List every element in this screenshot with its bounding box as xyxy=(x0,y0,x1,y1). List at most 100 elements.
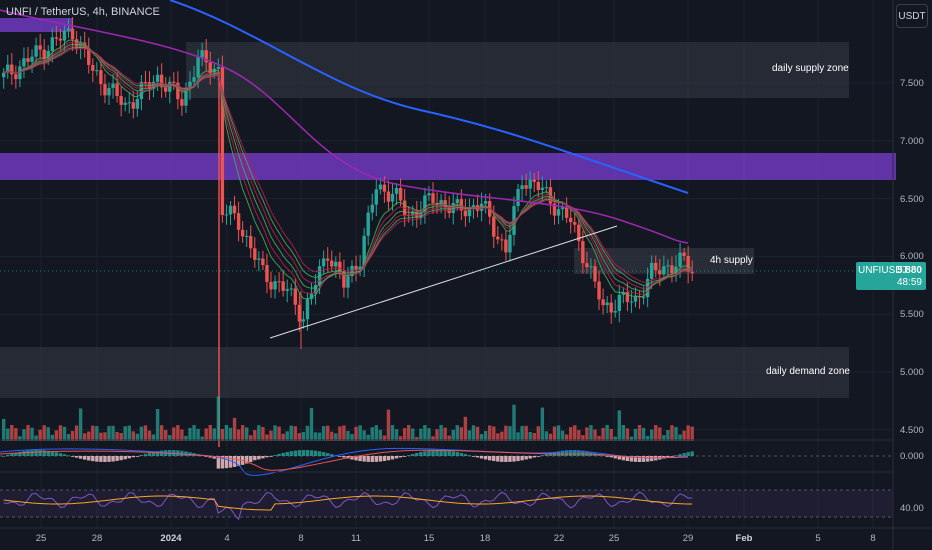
volume-bar xyxy=(204,428,208,441)
volume-bar xyxy=(54,430,59,441)
volume-bar xyxy=(605,425,609,441)
volume-bar xyxy=(447,435,451,441)
macd-histogram-bar xyxy=(407,455,411,456)
macd-histogram-bar xyxy=(394,456,399,459)
candle-body xyxy=(532,179,536,182)
volume-bar xyxy=(176,425,180,441)
macd-histogram-bar xyxy=(253,456,257,461)
volume-bar xyxy=(597,435,601,441)
macd-histogram-bar xyxy=(423,451,427,456)
candle-body xyxy=(330,260,334,267)
candle-body xyxy=(38,45,42,50)
candle-body xyxy=(394,188,399,194)
volume-bar xyxy=(637,425,642,441)
macd-histogram-bar xyxy=(564,450,569,456)
candle-body xyxy=(334,261,338,267)
volume-bar xyxy=(107,425,111,441)
macd-histogram-bar xyxy=(666,456,670,458)
macd-histogram-bar xyxy=(475,456,480,458)
volume-bar xyxy=(212,428,216,441)
volume-bar xyxy=(358,425,362,441)
macd-histogram-bar xyxy=(123,456,127,460)
volume-bar xyxy=(654,425,658,441)
time-axis-label: 15 xyxy=(423,533,435,544)
candle-body xyxy=(686,255,690,272)
macd-histogram-bar xyxy=(382,456,387,462)
candle-body xyxy=(564,206,569,218)
candle-body xyxy=(573,222,577,225)
candle-body xyxy=(585,263,589,268)
price-axis-label: 5.000 xyxy=(900,367,924,378)
macd-histogram-bar xyxy=(135,456,140,457)
candle-body xyxy=(386,191,391,202)
volume-bar xyxy=(253,430,257,441)
candle-body xyxy=(139,81,144,99)
rsi-axis-label: 40.00 xyxy=(900,503,924,514)
volume-bar xyxy=(30,427,34,441)
volume-bar xyxy=(528,431,532,441)
volume-bar xyxy=(50,434,54,441)
volume-bar xyxy=(10,425,14,441)
volume-bar xyxy=(334,433,338,441)
volume-bar xyxy=(593,429,597,441)
macd-histogram-bar xyxy=(463,454,468,456)
currency-button[interactable]: USDT xyxy=(896,4,928,28)
macd-histogram-bar xyxy=(479,456,484,459)
volume-bar xyxy=(682,430,686,441)
macd-histogram-bar xyxy=(374,456,378,462)
volume-bar xyxy=(496,433,500,441)
candle-body xyxy=(625,292,630,303)
candle-body xyxy=(463,210,468,217)
volume-bar xyxy=(273,425,277,441)
macd-histogram-bar xyxy=(605,456,609,457)
macd-histogram-bar xyxy=(548,453,553,456)
macd-histogram-bar xyxy=(289,451,293,456)
candle-body xyxy=(127,102,131,104)
volume-bar xyxy=(370,427,374,441)
macd-histogram-bar xyxy=(127,456,131,459)
macd-histogram-bar xyxy=(435,450,439,456)
volume-bar xyxy=(2,419,6,441)
macd-histogram-bar xyxy=(544,454,549,456)
volume-bar xyxy=(127,425,131,441)
candle-body xyxy=(99,70,103,85)
candle-body xyxy=(577,224,581,242)
candle-body xyxy=(374,189,378,205)
candle-body xyxy=(95,70,99,72)
candle-body xyxy=(366,212,370,236)
purple-supply-band xyxy=(0,153,896,180)
candle-body xyxy=(188,81,192,89)
candle-body xyxy=(524,185,528,189)
candle-body xyxy=(228,205,233,215)
volume-bar xyxy=(350,434,354,441)
daily-demand-zone-label: daily demand zone xyxy=(766,366,850,377)
volume-bar xyxy=(386,409,391,441)
macd-histogram-bar xyxy=(293,450,297,456)
volume-bar xyxy=(662,435,666,441)
macd-histogram-bar xyxy=(528,456,532,459)
macd-histogram-bar xyxy=(609,456,613,458)
volume-bar xyxy=(354,426,358,441)
volume-bar xyxy=(629,436,634,441)
volume-bar xyxy=(38,429,42,441)
macd-histogram-bar xyxy=(625,456,630,462)
volume-bar xyxy=(224,425,229,441)
volume-bar xyxy=(111,425,115,441)
volume-bar xyxy=(330,431,334,441)
volume-bar xyxy=(269,430,273,441)
macd-histogram-bar xyxy=(58,453,63,456)
candle-body xyxy=(220,67,225,216)
volume-bar xyxy=(633,428,638,441)
volume-bar xyxy=(26,425,30,441)
volume-bar xyxy=(532,433,536,441)
volume-bar xyxy=(346,431,350,441)
candle-body xyxy=(370,204,374,213)
daily-supply-zone-label: daily supply zone xyxy=(772,63,849,74)
volume-bar xyxy=(524,425,528,441)
volume-bar xyxy=(467,430,472,441)
candle-body xyxy=(601,299,605,306)
volume-bar xyxy=(34,435,38,441)
time-axis-label: 28 xyxy=(91,533,103,544)
